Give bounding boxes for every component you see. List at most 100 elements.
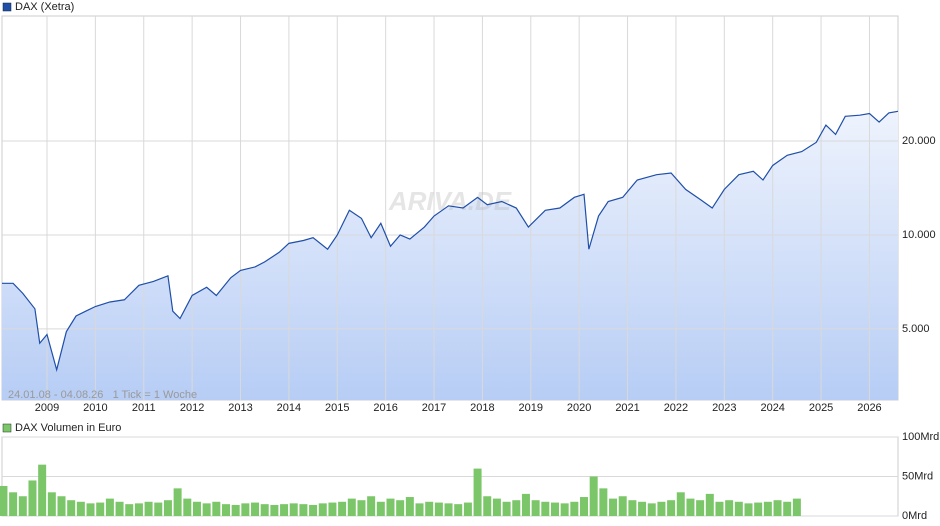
volume-bar xyxy=(734,501,743,516)
volume-bar xyxy=(125,504,134,516)
volume-bar xyxy=(183,498,192,516)
volume-bar xyxy=(280,504,289,516)
volume-bar xyxy=(454,504,463,516)
volume-bar xyxy=(270,504,279,516)
y-tick-label: 10.000 xyxy=(902,229,936,241)
volume-bar xyxy=(531,500,540,516)
volume-bar xyxy=(483,496,492,516)
chart-title: DAX (Xetra) xyxy=(15,1,74,13)
x-tick-label: 2015 xyxy=(325,402,349,414)
volume-bar xyxy=(347,498,356,516)
x-tick-label: 2026 xyxy=(857,402,881,414)
volume-bar xyxy=(667,500,676,516)
volume-bar xyxy=(444,503,453,516)
volume-bar xyxy=(783,501,792,516)
volume-bar xyxy=(686,498,695,516)
volume-bar xyxy=(773,500,782,516)
volume-bar xyxy=(618,496,627,516)
x-tick-label: 2024 xyxy=(760,402,784,414)
volume-bar xyxy=(67,500,76,516)
volume-bar xyxy=(154,502,163,516)
volume-bar xyxy=(115,501,124,516)
volume-bar xyxy=(357,500,366,516)
legend-swatch xyxy=(2,2,12,12)
volume-bar xyxy=(260,504,269,516)
x-tick-label: 2020 xyxy=(567,402,591,414)
area-fill xyxy=(2,111,898,400)
volume-bar xyxy=(521,493,530,516)
legend-swatch xyxy=(2,423,12,433)
x-tick-label: 2025 xyxy=(809,402,833,414)
x-tick-label: 2021 xyxy=(615,402,639,414)
volume-bar xyxy=(289,503,298,516)
x-tick-label: 2013 xyxy=(228,402,252,414)
volume-bar xyxy=(241,503,250,516)
x-tick-label: 2010 xyxy=(83,402,107,414)
volume-bar xyxy=(550,502,559,516)
volume-bar xyxy=(725,500,734,516)
x-tick-label: 2016 xyxy=(373,402,397,414)
volume-bar xyxy=(502,501,511,516)
x-tick-label: 2022 xyxy=(664,402,688,414)
volume-bar xyxy=(57,496,66,516)
subtitle: 24.01.08 - 04.08.26 1 Tick = 1 Woche xyxy=(8,389,197,401)
x-tick-label: 2009 xyxy=(35,402,59,414)
volume-bar xyxy=(202,503,211,516)
x-tick-label: 2011 xyxy=(132,402,156,414)
y-tick-label: 0Mrd xyxy=(902,510,927,522)
volume-bar xyxy=(415,503,424,516)
volume-bar xyxy=(144,501,153,516)
price-line xyxy=(2,110,899,373)
volume-bar xyxy=(609,498,618,516)
volume-bar xyxy=(212,501,221,516)
volume-bar xyxy=(47,492,56,516)
volume-bar xyxy=(367,496,376,516)
volume-bar xyxy=(425,501,434,516)
volume-bar xyxy=(222,504,230,516)
volume-bar xyxy=(18,496,27,516)
x-tick-label: 2019 xyxy=(519,402,543,414)
volume-bar xyxy=(705,493,714,516)
volume-bar xyxy=(463,502,472,516)
volume-bar xyxy=(9,492,18,516)
volume-bar xyxy=(599,488,608,516)
x-tick-label: 2018 xyxy=(470,402,494,414)
volume-bar xyxy=(134,503,143,516)
volume-bar xyxy=(676,492,685,516)
volume-bar xyxy=(492,498,501,516)
volume-bar xyxy=(338,501,347,516)
volume-bar xyxy=(792,498,801,516)
volume-bar xyxy=(589,476,598,516)
volume-bar xyxy=(434,502,443,516)
volume-bar xyxy=(657,501,666,516)
volume-bar xyxy=(318,503,327,516)
x-tick-label: 2014 xyxy=(277,402,301,414)
volume-bar xyxy=(744,503,753,516)
volume-bar xyxy=(163,500,172,516)
volume-bar xyxy=(696,500,705,516)
volume-bar xyxy=(405,497,414,516)
y-tick-label: 50Mrd xyxy=(902,470,933,482)
volume-bar xyxy=(512,500,521,516)
volume-bar xyxy=(570,501,579,516)
volume-bar xyxy=(0,485,8,516)
volume-bar xyxy=(580,497,589,516)
volume-bar xyxy=(38,464,47,516)
volume-bar xyxy=(396,500,405,516)
volume-bar xyxy=(299,504,308,516)
x-tick-label: 2017 xyxy=(422,402,446,414)
volume-bar xyxy=(28,480,37,516)
volume-bar xyxy=(386,498,395,516)
x-tick-label: 2012 xyxy=(180,402,204,414)
volume-bar xyxy=(328,502,337,516)
volume-bar xyxy=(376,501,385,516)
y-tick-label: 20.000 xyxy=(902,135,936,147)
volume-bar xyxy=(763,501,772,516)
volume-bar xyxy=(541,501,550,516)
volume-title: DAX Volumen in Euro xyxy=(15,422,121,434)
volume-bar xyxy=(192,501,201,516)
volume-bar xyxy=(628,500,637,516)
y-tick-label: 5.000 xyxy=(902,323,930,335)
volume-bar xyxy=(473,468,482,516)
